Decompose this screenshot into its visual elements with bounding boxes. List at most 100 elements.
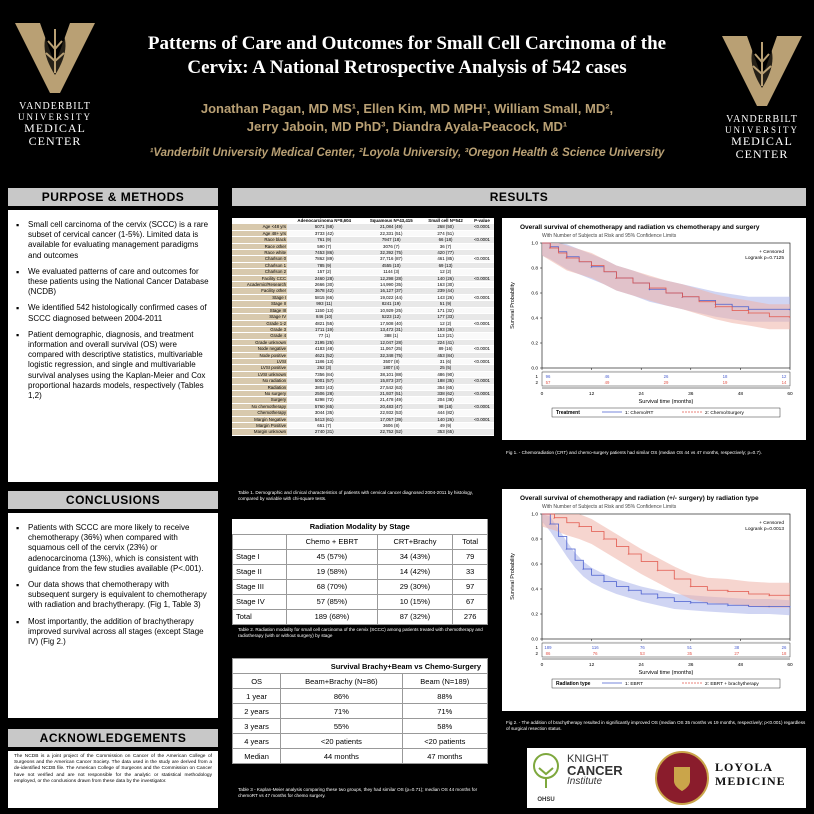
table1-row: Node positive 4621 (52) 32,348 (75) 453 (84… bbox=[232, 352, 494, 359]
table1-cell bbox=[469, 326, 494, 334]
fig2-risk-count: 116 bbox=[592, 645, 599, 650]
table1-cell: 25 (5) bbox=[421, 364, 470, 372]
fig2-risk-box bbox=[541, 642, 791, 658]
table2-cell: 29 (30%) bbox=[376, 578, 454, 595]
fig2-xtick-label: 60 bbox=[787, 662, 793, 668]
table1-cell: 1150 (13) bbox=[287, 307, 362, 315]
fig2-censor-mark: + bbox=[553, 515, 556, 520]
table1-cell: 1186 (13) bbox=[287, 358, 362, 366]
table1-cell: <0.0001 bbox=[469, 255, 494, 263]
table1-container: Adenocarcinoma N=8,604 Squamous N=43,415 S… bbox=[232, 218, 494, 436]
table1: Adenocarcinoma N=8,604 Squamous N=43,415 S… bbox=[232, 218, 494, 436]
table1-header-cell: P-value bbox=[469, 218, 494, 225]
table3-cell: <20 patients bbox=[280, 733, 403, 749]
vanderbilt-oak-leaf-icon bbox=[722, 36, 802, 106]
fig1-risk-count: 14 bbox=[782, 380, 787, 385]
table1-row: Radiation 3803 (43) 27,542 (63) 354 (65) bbox=[232, 384, 494, 392]
table1-cell: 2506 (28) bbox=[287, 390, 362, 398]
table1-row: No surgery 2506 (28) 21,937 (51) 338 (62) <0… bbox=[232, 390, 494, 398]
table1-cell: 453 (84) bbox=[421, 352, 470, 359]
fig1-censor-mark: + bbox=[549, 246, 552, 251]
fig2-xtick-label: 0 bbox=[541, 662, 544, 668]
table1-cell: Facility CCC bbox=[232, 275, 288, 283]
table1-cell: <0.0001 bbox=[469, 390, 494, 398]
table1-row: Node negative 4183 (48) 11,067 (25) 89 (16)… bbox=[232, 345, 494, 353]
table1-cell: <0.0001 bbox=[469, 223, 494, 231]
table1-cell: 353 (65) bbox=[421, 428, 470, 436]
fig1-censor-mark: + bbox=[590, 263, 593, 268]
logo-line-4: CENTER bbox=[735, 146, 789, 161]
table2-row: Stage I 45 (57%) 34 (43%) 79 bbox=[231, 548, 488, 565]
fig1-legend-box bbox=[551, 407, 781, 418]
table1-cell: LVSI bbox=[232, 358, 288, 366]
table1-cell: LVSI unknown bbox=[232, 371, 288, 379]
fig1-legend-series-2: 2: Chemo/Surgery bbox=[705, 410, 745, 416]
table1-row: Charlson 1 785 (9) 4555 (10) 69 (13) bbox=[232, 262, 494, 270]
fig2-censor-mark: + bbox=[768, 604, 771, 609]
fig2-xtick-label: 36 bbox=[688, 662, 694, 668]
fig2-subtitle: With Number of Subjects at Risk and 95% … bbox=[542, 504, 677, 510]
fig2-legend-series-1: 1: EBRT bbox=[625, 681, 643, 687]
table1-cell: Age 48+ yrs bbox=[232, 230, 288, 238]
table1-cell: 204 (38) bbox=[421, 396, 470, 404]
fig1-ytick-label: 1.0 bbox=[531, 241, 538, 247]
fig2-xlabel: Survival time (months) bbox=[639, 670, 694, 676]
ack-text: The NCDB is a joint project of the Commi… bbox=[14, 754, 212, 784]
table1-row: No chemotherapy 5760 (65) 20,483 (47) 98 (1… bbox=[232, 403, 494, 411]
fig2-legend-series-2: 2: EBRT + brachytherapy bbox=[705, 681, 759, 687]
fig1-censor-mark: + bbox=[590, 264, 593, 269]
fig2-risk-count: 76 bbox=[640, 645, 645, 650]
fig1-risk-count: 19 bbox=[723, 380, 728, 385]
logo-line-1: VANDERBILT bbox=[19, 101, 91, 112]
fig2-risk-group: 1 bbox=[535, 645, 538, 650]
fig2-ytick-label: 0.4 bbox=[531, 587, 538, 593]
table1-cell: Margin unknown bbox=[232, 428, 288, 436]
table1-cell: 22,752 (52) bbox=[361, 428, 422, 436]
table1-cell: <0.0001 bbox=[469, 294, 494, 302]
fig1-title: Overall survival of chemotherapy and rad… bbox=[520, 224, 760, 231]
table1-row: Charlson 0 7862 (89) 37,716 (87) 461 (85) <0… bbox=[232, 255, 494, 263]
fig2-risk-count: 53 bbox=[640, 651, 645, 656]
right-logo: VANDERBILT UNIVERSITY MEDICAL CENTER bbox=[717, 28, 807, 173]
table2-title: Radiation Modality by Stage bbox=[232, 519, 488, 535]
table1-cell: 10,929 (25) bbox=[361, 307, 422, 315]
table1-row: Stage IV 846 (10) 5223 (12) 177 (33) bbox=[232, 313, 494, 321]
fig1-xlabel: Survival time (months) bbox=[639, 399, 694, 405]
table1-row: Stage I 5815 (66) 19,022 (44) 143 (26) <0.00… bbox=[232, 294, 494, 302]
fig2-risk-count: 26 bbox=[782, 645, 787, 650]
purpose-header: PURPOSE & METHODS bbox=[8, 188, 218, 206]
fig2-ytick-label: 0.2 bbox=[531, 612, 538, 618]
fig2-risk-count: 18 bbox=[782, 651, 787, 656]
fig2-title: Overall survival of chemotherapy and rad… bbox=[520, 495, 759, 502]
table3-header-cell: OS bbox=[231, 673, 282, 689]
table1-cell: 5815 (66) bbox=[287, 294, 362, 302]
table1-cell: No surgery bbox=[232, 390, 288, 398]
table2-cell: 276 bbox=[452, 608, 488, 625]
fig1-xtick-label: 24 bbox=[639, 391, 645, 397]
table1-row: Grade 1-2 4821 (55) 17,508 (40) 12 (2) <0.00… bbox=[232, 320, 494, 327]
table2-cell: 79 bbox=[452, 548, 488, 565]
table1-row: Race other 590 (7) 3076 (7) 36 (7) bbox=[232, 243, 494, 251]
table1-cell: Grade 1-2 bbox=[232, 320, 288, 327]
fig2-plot-area bbox=[541, 513, 791, 640]
table1-cell bbox=[469, 409, 494, 417]
authors-line-2: Jerry Jaboin, MD PhD³, Diandra Ayala-Pea… bbox=[246, 119, 568, 134]
table1-header-cell bbox=[232, 218, 288, 225]
table1-cell: 7356 (84) bbox=[287, 371, 362, 379]
fig2-risk-count: 76 bbox=[593, 651, 598, 656]
table1-cell bbox=[469, 428, 494, 436]
table1-cell: Node positive bbox=[232, 352, 288, 359]
ohsu-logo: OHSU bbox=[531, 752, 561, 804]
table1-cell: 7862 (89) bbox=[287, 255, 362, 263]
table2-header-cell: Total bbox=[452, 533, 488, 550]
logo-line-3: MEDICAL bbox=[24, 120, 86, 135]
table3-container: Survival Brachy+Beam vs Chemo-Surgery OS… bbox=[231, 658, 489, 764]
table3-cell: Median bbox=[231, 748, 282, 764]
conclusion-bullet: Our data shows that chemotherapy with su… bbox=[16, 580, 210, 611]
figure1: Overall survival of chemotherapy and rad… bbox=[502, 218, 806, 440]
table1-row: Margin unknown 2740 (31) 22,752 (52) 353 (6… bbox=[232, 428, 494, 436]
table1-cell: Age <48 yrs bbox=[232, 223, 288, 231]
table2-cell: Stage III bbox=[231, 578, 288, 595]
fig1-legend-series-1: 1: Chemo/RT bbox=[625, 410, 654, 416]
fig1-ytick-label: 0.4 bbox=[531, 316, 538, 322]
